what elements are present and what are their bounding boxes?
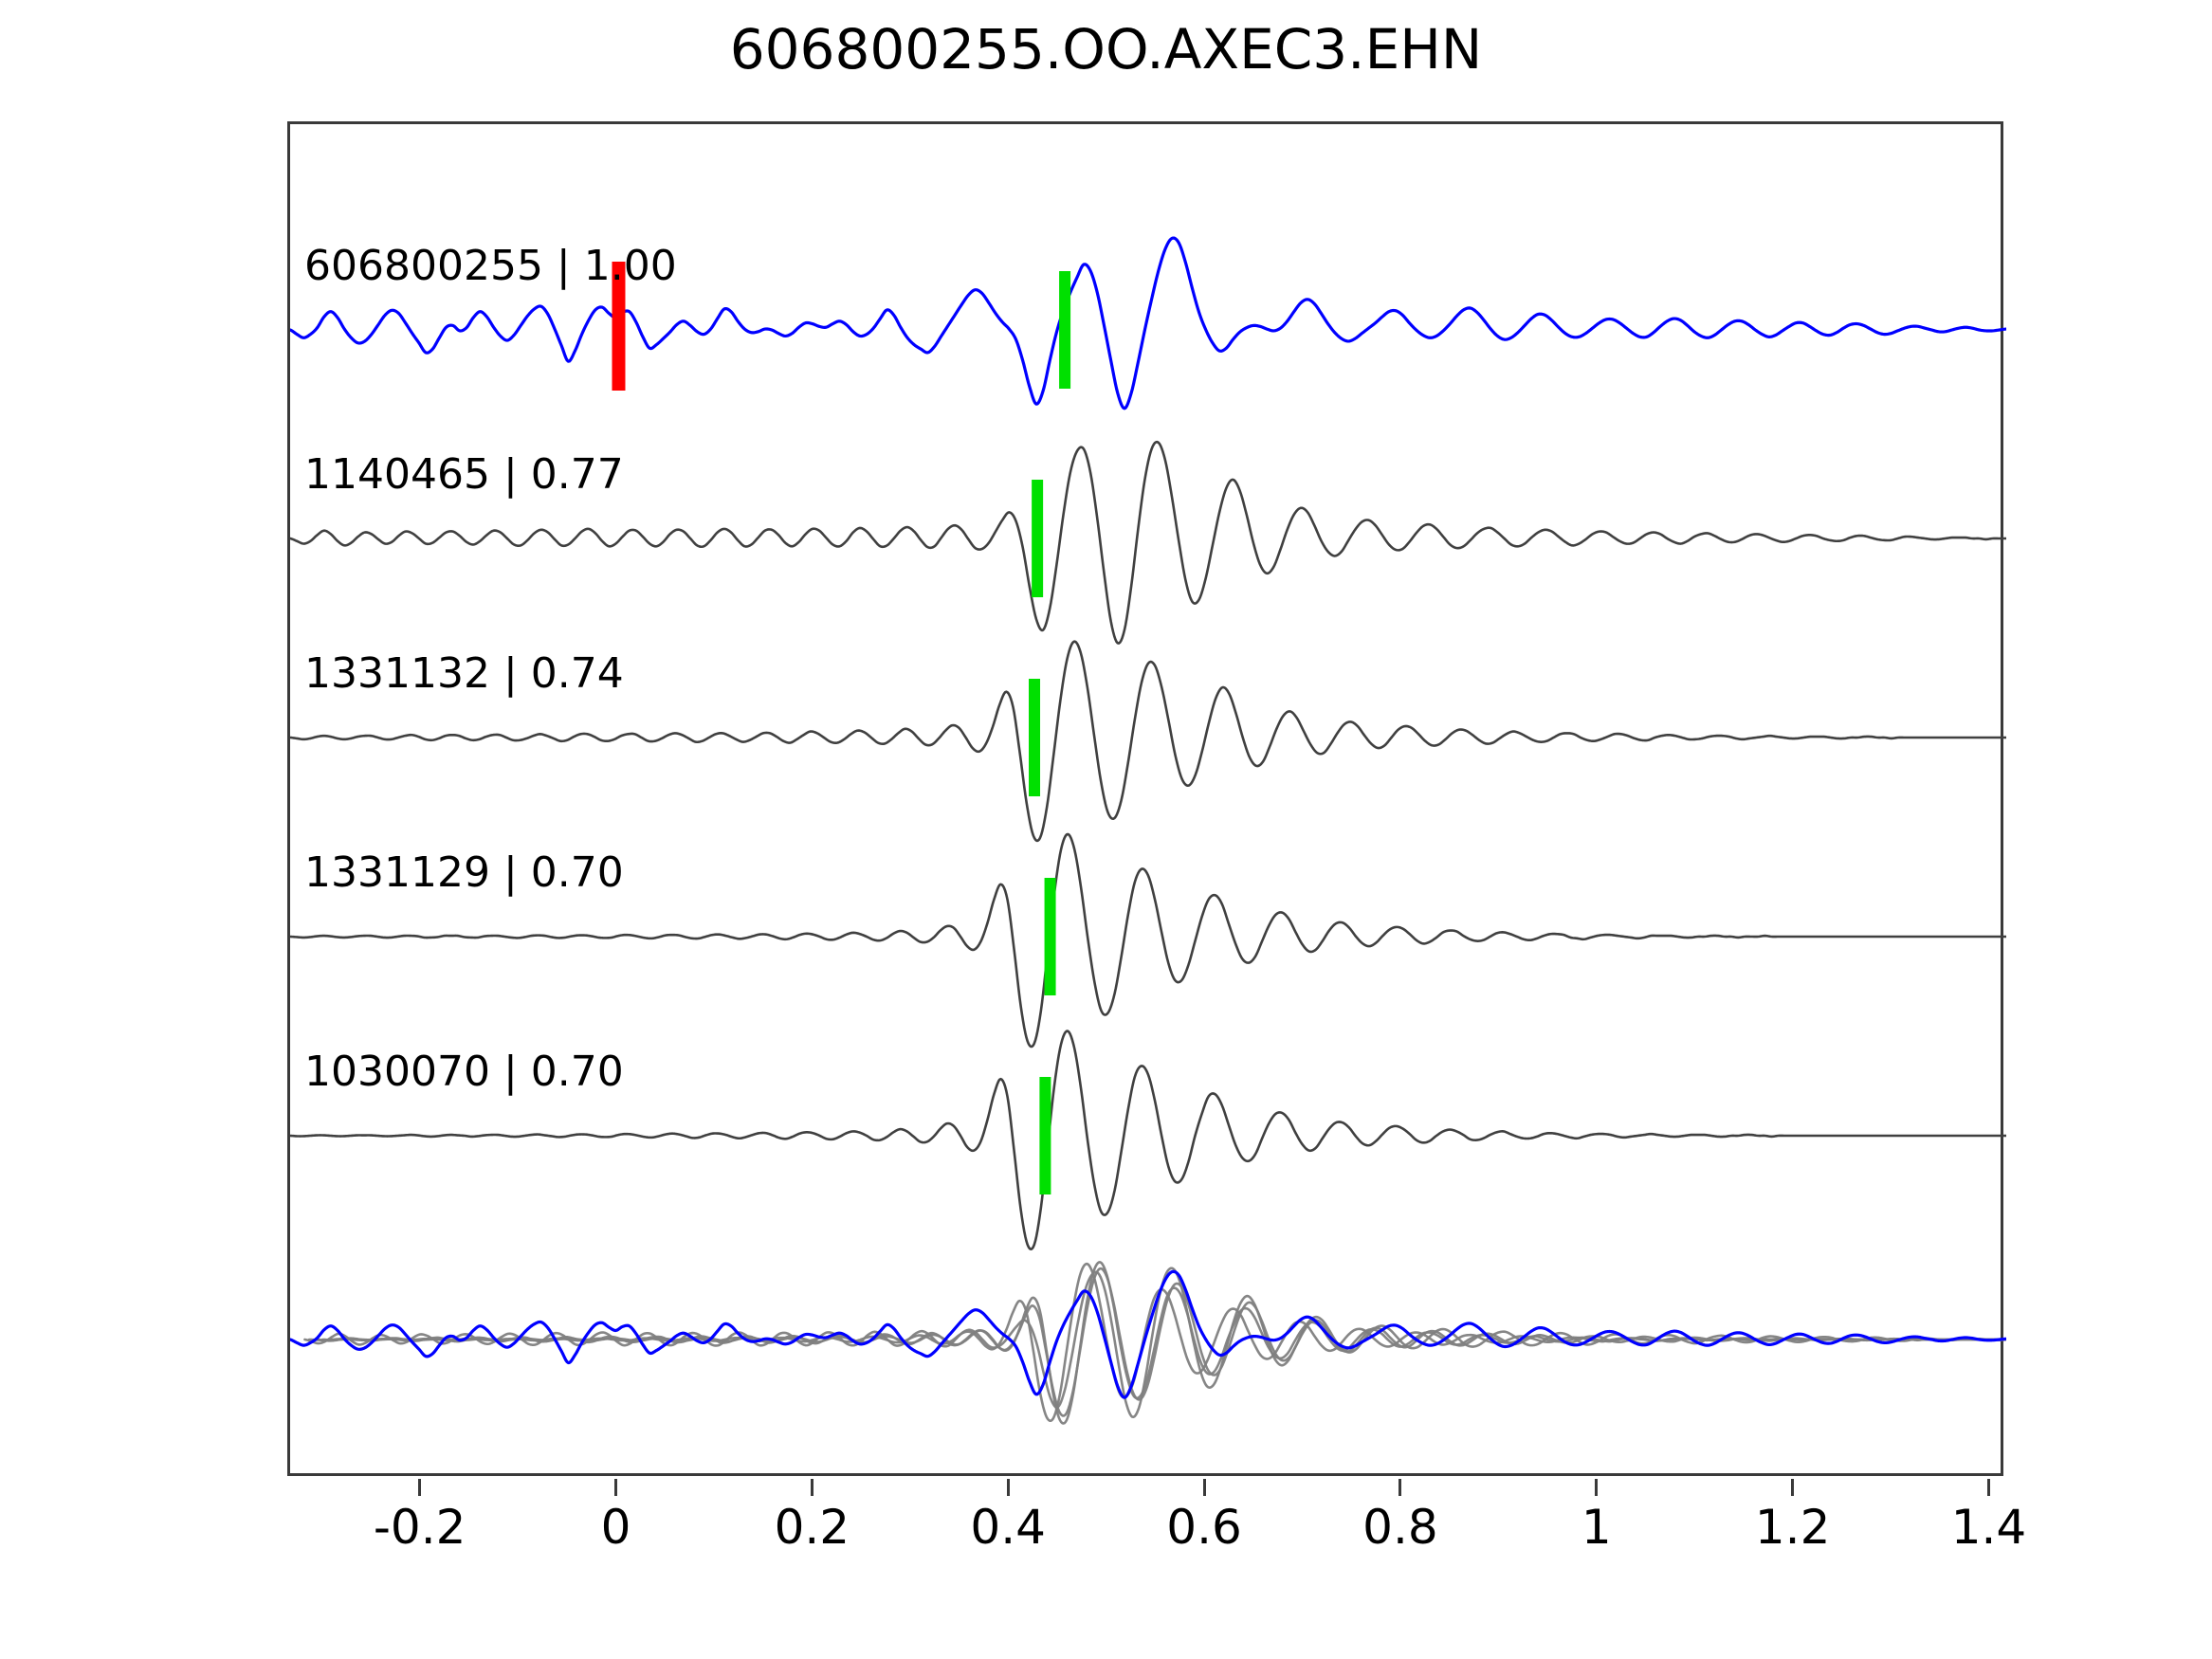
x-tick-label: 0	[600, 1500, 631, 1555]
waveform-trace-1030070	[290, 1030, 2006, 1251]
x-tick-label: 0.6	[1166, 1500, 1242, 1555]
x-tickmark	[1986, 1479, 1990, 1496]
x-tickmark	[418, 1479, 422, 1496]
x-tickmark	[1791, 1479, 1795, 1496]
x-tick-label: 0.4	[970, 1500, 1046, 1555]
x-tick-label: 1.4	[1950, 1500, 2027, 1555]
x-tick-label: 0.2	[774, 1500, 850, 1555]
x-tickmark	[613, 1479, 617, 1496]
x-tickmark	[1398, 1479, 1402, 1496]
pick-marker-green-606800255	[1059, 271, 1071, 389]
pick-marker-green-1030070	[1039, 1077, 1051, 1194]
x-tick-label: -0.2	[373, 1500, 466, 1555]
trace-label-1140465: 1140465 | 0.77	[304, 450, 624, 499]
x-axis-tick-row: -0.2 0 0.2 0.4 0.6 0.8 1 1.2 1.4	[287, 1479, 2026, 1564]
waveform-trace-1331132	[290, 640, 2006, 843]
trace-label-1030070: 1030070 | 0.70	[304, 1048, 624, 1096]
x-tickmark	[1202, 1479, 1206, 1496]
waveform-trace-606800255	[290, 236, 2006, 410]
x-tickmark	[1595, 1479, 1599, 1496]
pick-marker-green-1331132	[1029, 679, 1041, 796]
pick-marker-green-1140465	[1032, 480, 1044, 597]
waveform-plot-area	[287, 121, 2006, 1476]
page-title: 606800255.OO.AXEC3.EHN	[729, 17, 1483, 82]
x-tickmark	[1006, 1479, 1010, 1496]
trace-label-1331132: 1331132 | 0.74	[304, 649, 624, 698]
x-tickmark	[810, 1479, 814, 1496]
composite-overlay-trace-1030070	[320, 1261, 2006, 1425]
waveform-trace-1331129	[290, 832, 2006, 1048]
waveform-svg	[290, 236, 2006, 1425]
x-tick-label: 1	[1581, 1500, 1612, 1555]
pick-marker-green-1331129	[1044, 878, 1056, 995]
waveform-trace-1140465	[290, 440, 2006, 645]
trace-label-1331129: 1331129 | 0.70	[304, 848, 624, 897]
x-tick-label: 1.2	[1754, 1500, 1831, 1555]
origin-marker-red-606800255	[612, 262, 626, 391]
x-tick-label: 0.8	[1362, 1500, 1438, 1555]
trace-label-606800255: 606800255 | 1.00	[304, 242, 677, 290]
composite-overlay-trace-606800255	[290, 1269, 2006, 1399]
